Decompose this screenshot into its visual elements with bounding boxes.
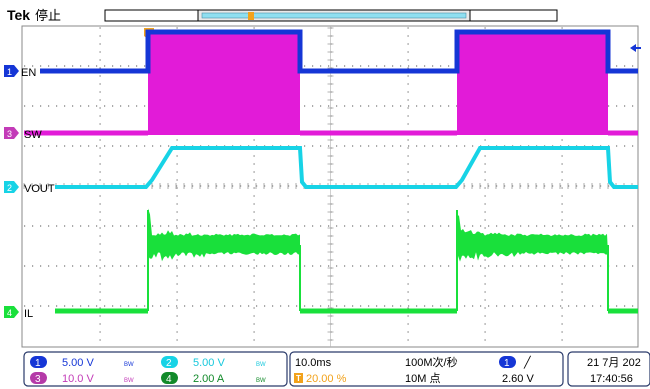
channel-marker-en[interactable]: 1 EN	[4, 65, 36, 79]
svg-text:3: 3	[7, 129, 12, 139]
sw-switching-band-2	[457, 33, 608, 135]
record-length-readout: 10M 点	[405, 372, 440, 385]
svg-text:4: 4	[7, 308, 12, 318]
channel-label-sw: SW	[24, 129, 42, 141]
svg-text:2: 2	[166, 358, 172, 369]
svg-text:3: 3	[35, 374, 41, 385]
svg-text:T: T	[296, 374, 301, 383]
ch4-bw-icon: BW	[256, 378, 266, 384]
channel-label-il: IL	[24, 308, 33, 320]
date-readout: 21 7月 202	[587, 357, 641, 369]
sample-rate-readout: 100M次/秒	[405, 355, 458, 369]
ch3-bw-icon: BW	[124, 378, 134, 384]
ch2-scale: 5.00 V	[193, 357, 225, 369]
ch4-scale: 2.00 A	[193, 373, 225, 385]
sw-switching-band-1	[148, 33, 300, 135]
svg-text:1: 1	[504, 358, 510, 369]
time-readout: 17:40:56	[590, 373, 633, 385]
ch1-bw-icon: BW	[124, 362, 134, 368]
record-overview-bar[interactable]	[105, 10, 557, 21]
ch2-bw-icon: BW	[256, 362, 266, 368]
acquisition-status: 停止	[35, 8, 61, 23]
ch1-scale: 5.00 V	[62, 357, 94, 369]
channel-marker-vout[interactable]: 2 VOUT	[4, 181, 55, 195]
channel-label-vout: VOUT	[24, 183, 55, 195]
trigger-position-readout: 20.00 %	[306, 373, 347, 385]
overview-trigger-icon	[248, 12, 254, 20]
svg-text:2: 2	[7, 183, 12, 193]
channel-marker-sw[interactable]: 3 SW	[4, 127, 42, 141]
channel-label-en: EN	[21, 67, 36, 79]
svg-text:1: 1	[7, 67, 12, 77]
svg-text:1: 1	[35, 358, 41, 369]
timebase-readout: 10.0ms	[295, 357, 332, 369]
svg-text:4: 4	[166, 374, 172, 385]
brand-label: Tek	[7, 7, 30, 23]
channel-marker-il[interactable]: 4 IL	[4, 306, 33, 320]
trigger-level-readout: 2.60 V	[502, 373, 534, 385]
ch3-scale: 10.0 V	[62, 373, 94, 385]
